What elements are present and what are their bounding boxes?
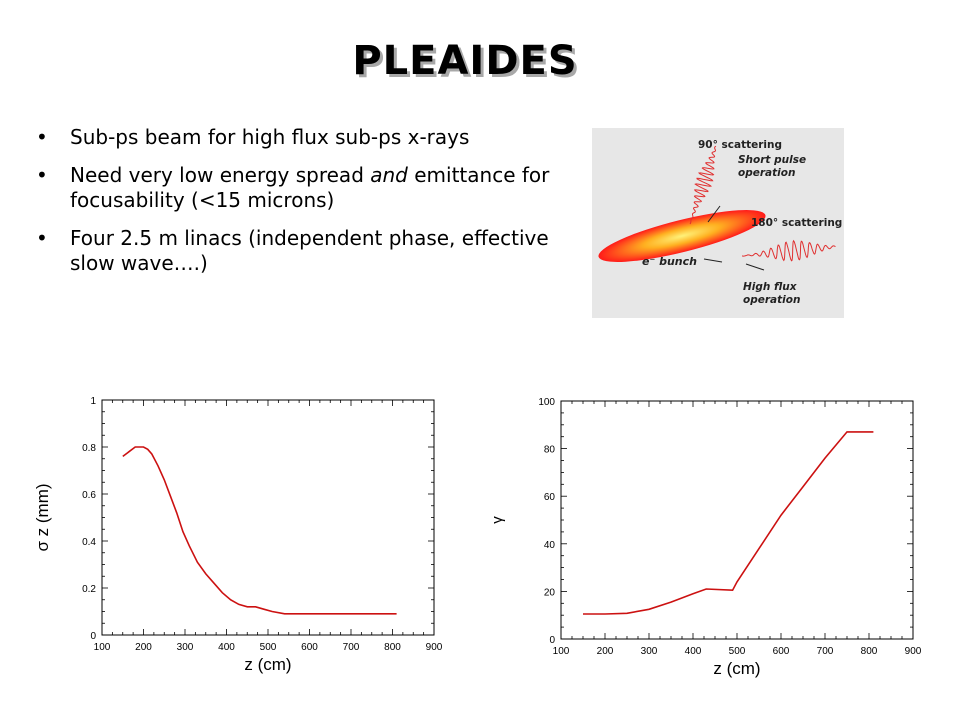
arrow-short-pulse (707, 205, 721, 223)
bullet-list: • Sub-ps beam for high flux sub-ps x-ray… (36, 125, 576, 289)
chart1-svg: 100 200 300 400 500 600 700 800 900 0 20 40 60 80 100 z… (489, 397, 922, 678)
label-high-flux-operation: operation (743, 294, 800, 306)
x-tick-label: 800 (384, 642, 401, 653)
short-pulse-wave (689, 145, 717, 225)
electron-bunch (598, 210, 766, 262)
y-axis-label: γ (489, 516, 506, 524)
bullet-item: • Four 2.5 m linacs (independent phase, … (36, 226, 576, 276)
x-tick-label: 400 (685, 646, 702, 657)
x-tick-label: 600 (773, 646, 790, 657)
sigma-z-chart: 100 200 300 400 500 600 700 800 900 0 0.2 0.4 0.6 0.8… (30, 385, 450, 680)
bullet-text: Four 2.5 m linacs (independent phase, ef… (70, 226, 549, 275)
y-tick-label: 0 (90, 631, 96, 642)
gamma-chart: 100 200 300 400 500 600 700 800 900 0 20 40 60 80 100 z… (470, 385, 930, 685)
scattering-diagram: 90° scattering Short pulse operation 180… (592, 128, 844, 318)
chart0-svg: 100 200 300 400 500 600 700 800 900 0 0.2 0.4 0.6 0.8… (33, 396, 443, 674)
scattering-diagram-svg: 90° scattering Short pulse operation 180… (598, 139, 842, 306)
plot-frame (560, 400, 914, 640)
x-tick-label: 100 (553, 646, 570, 657)
x-tick-label: 100 (94, 642, 111, 653)
high-flux-wave (742, 239, 836, 262)
bullet-item: • Sub-ps beam for high flux sub-ps x-ray… (36, 125, 576, 150)
y-tick-label: 0.8 (82, 443, 96, 454)
x-tick-label: 500 (729, 646, 746, 657)
arrow-bunch (703, 258, 723, 263)
bullet-dot: • (36, 163, 48, 187)
x-tick-label: 900 (905, 646, 922, 657)
bullet-text-tail: emittance for focusability (<15 microns) (70, 163, 550, 212)
bullet-item: • Need very low energy spread and emitta… (36, 163, 576, 213)
y-tick-label: 20 (544, 587, 556, 598)
bullet-dot: • (36, 125, 48, 149)
x-tick-label: 300 (177, 642, 194, 653)
series-line (122, 446, 397, 615)
y-tick-label: 0.6 (82, 490, 96, 501)
y-tick-label: 0.4 (82, 537, 96, 548)
label-90-scattering: 90° scattering (698, 139, 782, 151)
bullet-text: Sub-ps beam for high flux sub-ps x-rays (70, 125, 470, 149)
label-short-pulse-operation: operation (738, 167, 795, 179)
x-tick-label: 700 (817, 646, 834, 657)
y-tick-label: 0.2 (82, 584, 96, 595)
label-short-pulse: Short pulse (738, 154, 806, 166)
y-tick-label: 1 (90, 396, 96, 407)
y-axis-label: σ z (mm) (33, 483, 52, 551)
x-tick-label: 600 (301, 642, 318, 653)
x-tick-label: 400 (218, 642, 235, 653)
arrow-high-flux (745, 263, 765, 271)
y-tick-label: 0 (549, 635, 555, 646)
x-tick-label: 500 (260, 642, 277, 653)
y-tick-label: 60 (544, 492, 556, 503)
x-axis-label: z (cm) (244, 655, 291, 674)
x-tick-label: 700 (343, 642, 360, 653)
x-tick-label: 300 (641, 646, 658, 657)
label-e-bunch: e⁻ bunch (642, 255, 697, 268)
bullet-text: Need very low energy spread (70, 163, 371, 187)
bullet-emphasis: and (370, 163, 408, 187)
label-high-flux: High flux (743, 281, 798, 293)
y-tick-label: 80 (544, 445, 556, 456)
x-tick-label: 800 (861, 646, 878, 657)
x-tick-label: 900 (426, 642, 443, 653)
bullet-dot: • (36, 226, 48, 250)
x-tick-label: 200 (135, 642, 152, 653)
x-axis-label: z (cm) (713, 659, 760, 678)
plot-frame (101, 399, 435, 636)
slide-title: PLEAIDES (352, 38, 578, 84)
y-tick-label: 40 (544, 540, 556, 551)
label-180-scattering: 180° scattering (751, 217, 842, 229)
x-tick-label: 200 (597, 646, 614, 657)
y-tick-label: 100 (538, 397, 555, 408)
series-line (583, 431, 874, 615)
